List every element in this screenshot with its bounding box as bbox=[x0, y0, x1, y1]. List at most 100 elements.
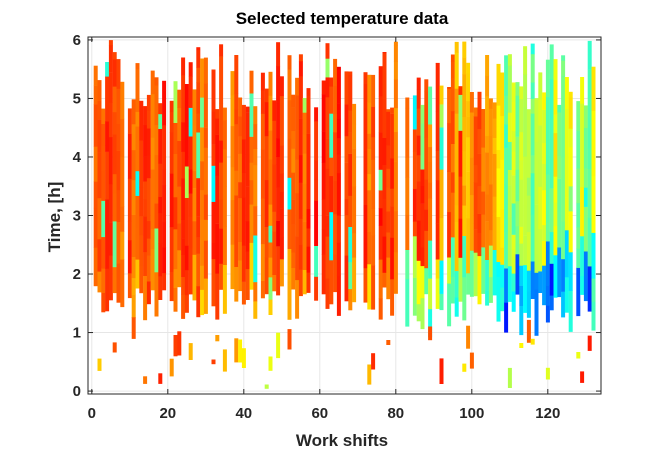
heatmap-cell bbox=[116, 221, 121, 264]
heatmap-cell bbox=[462, 235, 467, 278]
heatmap-cell bbox=[253, 282, 258, 302]
heatmap-cell bbox=[462, 41, 467, 58]
heatmap-cell bbox=[291, 107, 296, 131]
heatmap-cell bbox=[234, 109, 239, 125]
heatmap-cell bbox=[561, 75, 566, 120]
heatmap-cell bbox=[139, 216, 144, 236]
heatmap-cell bbox=[481, 247, 486, 294]
heatmap-cell bbox=[112, 134, 117, 175]
heatmap-cell bbox=[348, 110, 353, 133]
heatmap-cell bbox=[196, 49, 201, 68]
heatmap-cell bbox=[538, 228, 543, 272]
heatmap-cell bbox=[215, 273, 220, 320]
heatmap-cell bbox=[538, 125, 543, 161]
heatmap-cell bbox=[447, 283, 452, 327]
heatmap-cell bbox=[439, 85, 444, 105]
heatmap-cell bbox=[439, 260, 444, 294]
heatmap-cell bbox=[473, 229, 478, 253]
heatmap-cell bbox=[469, 223, 474, 251]
y-tick-label: 1 bbox=[73, 325, 81, 342]
heatmap-cell bbox=[576, 227, 581, 249]
heatmap-cell bbox=[450, 143, 455, 173]
heatmap-cell bbox=[272, 211, 277, 232]
heatmap-cell bbox=[393, 161, 398, 212]
heatmap-cell bbox=[454, 270, 459, 298]
heatmap-cell bbox=[466, 137, 471, 172]
heatmap-cell bbox=[412, 221, 417, 237]
heatmap-cell bbox=[241, 281, 246, 305]
heatmap-cell bbox=[211, 70, 216, 112]
heatmap-cell bbox=[291, 199, 296, 225]
heatmap-cell bbox=[276, 246, 281, 296]
heatmap-cell bbox=[127, 221, 132, 241]
heatmap-cell bbox=[146, 155, 151, 179]
heatmap-cell bbox=[515, 95, 520, 137]
heatmap-cell bbox=[580, 152, 585, 188]
heatmap-cell bbox=[553, 255, 558, 298]
heatmap-cell bbox=[184, 197, 189, 246]
heatmap-cell bbox=[249, 204, 254, 243]
heatmap-cell bbox=[511, 291, 516, 312]
heatmap-cell bbox=[101, 200, 106, 238]
heatmap-cell bbox=[367, 133, 372, 149]
heatmap-cell bbox=[200, 97, 205, 128]
heatmap-cell bbox=[295, 129, 300, 160]
heatmap-cell bbox=[477, 91, 482, 130]
heatmap-cell bbox=[302, 183, 307, 222]
heatmap-cell bbox=[101, 236, 106, 269]
heatmap-cell bbox=[181, 178, 186, 220]
heatmap-cell bbox=[428, 182, 433, 199]
heatmap-cell bbox=[336, 66, 341, 70]
chart-title: Selected temperature data bbox=[236, 9, 449, 28]
heatmap-cell bbox=[504, 184, 509, 232]
heatmap-cell bbox=[348, 153, 353, 196]
heatmap-cell bbox=[287, 138, 292, 178]
heatmap-cell bbox=[139, 100, 144, 141]
heatmap-cell bbox=[177, 89, 182, 108]
heatmap-cell bbox=[306, 95, 311, 134]
heatmap-cell bbox=[583, 105, 588, 128]
heatmap-cell bbox=[454, 52, 459, 89]
heatmap-cell bbox=[477, 255, 482, 305]
heatmap-cell bbox=[333, 254, 338, 293]
heatmap-cell bbox=[306, 88, 311, 96]
heatmap-cell bbox=[188, 216, 193, 249]
heatmap-cell bbox=[504, 124, 509, 148]
heatmap-cell bbox=[143, 125, 148, 157]
heatmap-cell bbox=[352, 186, 357, 234]
heatmap-cell bbox=[473, 252, 478, 297]
heatmap-cell bbox=[348, 71, 353, 76]
heatmap-cell bbox=[538, 271, 543, 293]
heatmap-cell bbox=[116, 263, 121, 303]
heatmap-cell bbox=[150, 137, 155, 170]
heatmap-cell bbox=[325, 168, 330, 216]
heatmap-cell bbox=[333, 113, 338, 133]
heatmap-cell bbox=[587, 217, 592, 267]
heatmap-cell bbox=[234, 93, 239, 110]
heatmap-cell bbox=[287, 177, 292, 210]
heatmap-cell bbox=[435, 223, 440, 260]
heatmap-cell bbox=[112, 112, 117, 135]
heatmap-cell bbox=[279, 76, 284, 97]
heatmap-cell bbox=[496, 105, 501, 127]
heatmap-cell bbox=[177, 331, 182, 356]
heatmap-cell bbox=[561, 60, 566, 76]
heatmap-cell bbox=[146, 220, 151, 239]
heatmap-cell bbox=[135, 195, 140, 229]
heatmap-cell bbox=[462, 150, 467, 186]
heatmap-cell bbox=[352, 148, 357, 187]
heatmap-cell bbox=[488, 135, 493, 185]
heatmap-cell bbox=[325, 43, 330, 59]
heatmap-cell bbox=[154, 125, 159, 156]
heatmap-cell bbox=[260, 280, 265, 299]
heatmap-cell bbox=[348, 74, 353, 111]
heatmap-cell bbox=[466, 62, 471, 74]
heatmap-cell bbox=[97, 119, 102, 153]
heatmap-cell bbox=[314, 200, 319, 246]
heatmap-cell bbox=[238, 153, 243, 183]
heatmap-cell bbox=[264, 101, 269, 137]
heatmap-cell bbox=[561, 237, 566, 260]
heatmap-cell bbox=[238, 339, 243, 363]
heatmap-cell bbox=[97, 271, 102, 293]
heatmap-cell bbox=[249, 179, 254, 205]
